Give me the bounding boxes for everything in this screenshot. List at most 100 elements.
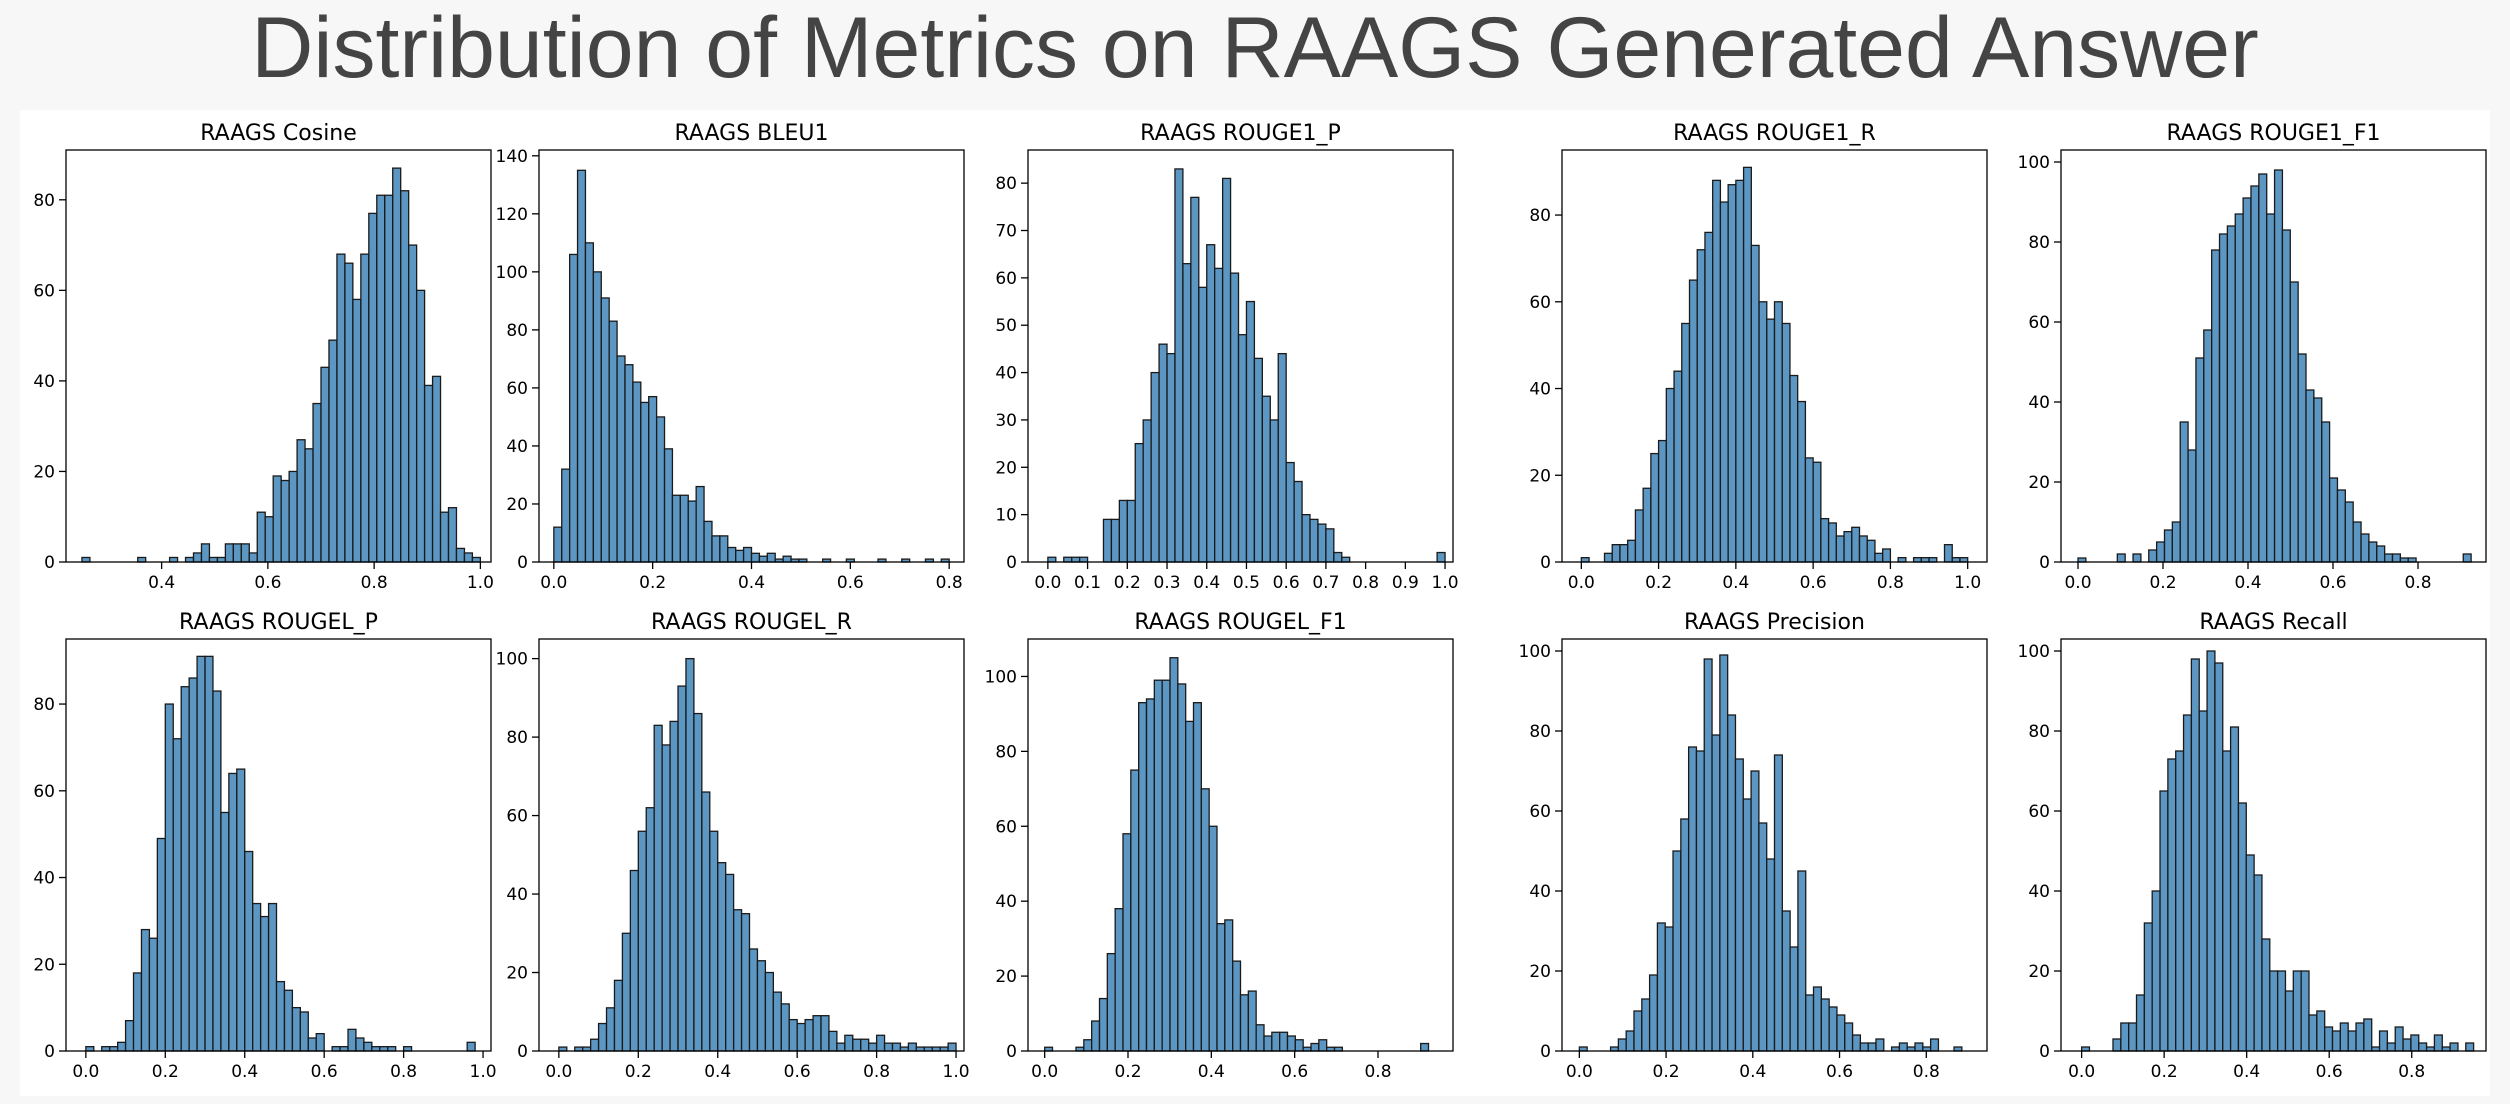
- x-tick-label: 0.2: [2151, 1062, 2178, 1082]
- y-tick-label: 0: [2039, 1042, 2050, 1062]
- histogram-bar: [2433, 1034, 2443, 1052]
- histogram-bar: [1580, 557, 1590, 563]
- histogram-bar: [2305, 389, 2315, 563]
- histogram-bar: [1261, 395, 1271, 563]
- x-tick-label: 0.4: [231, 1062, 258, 1082]
- histogram-bar: [291, 1006, 301, 1052]
- histogram-bar: [466, 1041, 476, 1052]
- x-tick-label: 0.4: [2234, 573, 2261, 593]
- histogram-bar: [2360, 533, 2370, 563]
- histogram-bar: [663, 448, 674, 563]
- histogram-bar: [1294, 1039, 1304, 1052]
- histogram-panel: 0.0 0.2 0.4 0.6 0.8 0 20 40 60 80 100 RAAGS ROUGEL_…: [985, 610, 1454, 1082]
- histogram-bar: [2391, 553, 2402, 563]
- histogram-bar: [693, 712, 703, 1052]
- histogram-bar: [1126, 499, 1136, 563]
- histogram-panel: 0.4 0.6 0.8 1.0 0 20 40 60 80 RAAGS Cosine: [33, 121, 494, 593]
- x-tick-label: 0.8: [2398, 1062, 2425, 1082]
- histogram-bar: [1875, 1038, 1885, 1052]
- histogram-bar: [2328, 477, 2339, 563]
- histogram-bar: [632, 381, 642, 563]
- y-tick-label: 20: [995, 967, 1017, 987]
- histogram-bar: [1773, 301, 1783, 563]
- histogram-bar: [2211, 249, 2221, 563]
- histogram-bar: [2347, 1030, 2357, 1052]
- histogram-bar: [608, 320, 618, 563]
- histogram-bar: [782, 555, 792, 563]
- histogram-panel: 0.0 0.2 0.4 0.6 0.8 0 20 40 60 80 100 120 140 RAAGS B…: [496, 121, 965, 593]
- histogram-bar: [371, 1046, 381, 1052]
- histogram-bar: [2316, 1010, 2326, 1052]
- histogram-bar: [2175, 750, 2185, 1052]
- histogram-bar: [447, 507, 458, 563]
- y-tick-label: 60: [33, 782, 55, 802]
- y-tick-label: 80: [33, 191, 55, 211]
- histogram-bar: [2155, 541, 2166, 563]
- x-tick-label: 0.6: [1281, 1062, 1308, 1082]
- histogram-bar: [2159, 790, 2169, 1052]
- histogram-bar: [463, 552, 474, 563]
- x-tick-label: 0.4: [1193, 573, 1220, 593]
- x-tick-label: 0.2: [1114, 573, 1141, 593]
- histogram-bar: [1688, 279, 1698, 563]
- histogram-bar: [1750, 244, 1760, 563]
- x-tick-label: 1.0: [467, 573, 494, 593]
- histogram-bar: [1898, 1042, 1908, 1052]
- x-tick-label: 0.2: [639, 573, 666, 593]
- histogram-bar: [748, 948, 759, 1052]
- histogram-bar: [1611, 543, 1621, 563]
- y-tick-label: 0: [517, 553, 528, 573]
- histogram-bar: [568, 253, 579, 563]
- y-tick-label: 20: [33, 955, 55, 975]
- histogram-panel: 0.0 0.2 0.4 0.6 0.8 1.0 0 20 40 60 80 RAAGS ROUGE1_…: [1529, 121, 1988, 593]
- x-tick-label: 0.8: [1352, 573, 1379, 593]
- histogram-bar: [1341, 556, 1351, 563]
- histogram-bar: [1229, 272, 1240, 563]
- histogram-bar: [1177, 683, 1187, 1052]
- histogram-bar: [307, 1037, 317, 1052]
- histogram-bar: [1206, 244, 1216, 563]
- histogram-bar: [216, 556, 227, 563]
- y-tick-label: 100: [1519, 642, 1551, 662]
- x-tick-label: 0.2: [1653, 1062, 1680, 1082]
- x-tick-label: 0.0: [72, 1062, 99, 1082]
- histogram-bar: [1827, 522, 1837, 563]
- histogram-bar: [1286, 1035, 1296, 1052]
- y-tick-label: 60: [995, 817, 1017, 837]
- x-tick-label: 0.5: [1233, 573, 1260, 593]
- y-tick-label: 100: [2018, 642, 2050, 662]
- y-tick-label: 0: [2039, 553, 2050, 573]
- histogram-bar: [2245, 854, 2255, 1052]
- y-tick-label: 80: [506, 728, 528, 748]
- histogram-bar: [1166, 352, 1176, 563]
- histogram-bar: [2300, 970, 2310, 1052]
- histogram-bar: [2218, 233, 2229, 563]
- histogram-bar: [2151, 890, 2161, 1052]
- x-tick-label: 0.4: [1198, 1062, 1225, 1082]
- histogram-bar: [1805, 994, 1815, 1052]
- histogram-bar: [711, 535, 721, 563]
- histogram-bar: [589, 1038, 600, 1052]
- histogram-bar: [2203, 329, 2213, 563]
- histogram-bar: [758, 555, 768, 563]
- histogram-bar: [2321, 421, 2331, 563]
- histogram-bar: [1828, 1006, 1838, 1052]
- histogram-bar: [661, 744, 671, 1052]
- histogram-bar: [1712, 179, 1722, 563]
- x-tick-label: 0.8: [1877, 573, 1904, 593]
- histogram-bar: [1742, 798, 1752, 1052]
- histogram-panel: 0.0 0.2 0.4 0.6 0.8 1.0 0 20 40 60 80 RAAGS ROUGEL_…: [33, 610, 496, 1082]
- histogram-bar: [415, 289, 426, 563]
- y-tick-label: 80: [1529, 206, 1551, 226]
- histogram-bar: [1696, 249, 1706, 563]
- histogram-bar: [891, 1042, 902, 1052]
- histogram-bar: [1836, 1014, 1846, 1052]
- y-tick-label: 80: [1529, 722, 1551, 742]
- histogram-bar: [200, 543, 211, 563]
- axes-frame: [65, 638, 492, 1052]
- histogram-bar: [685, 657, 695, 1052]
- x-tick-label: 0.4: [1722, 573, 1749, 593]
- histogram-bar: [1063, 556, 1073, 563]
- histogram-bar: [2214, 662, 2224, 1052]
- histogram-bar: [1797, 870, 1807, 1052]
